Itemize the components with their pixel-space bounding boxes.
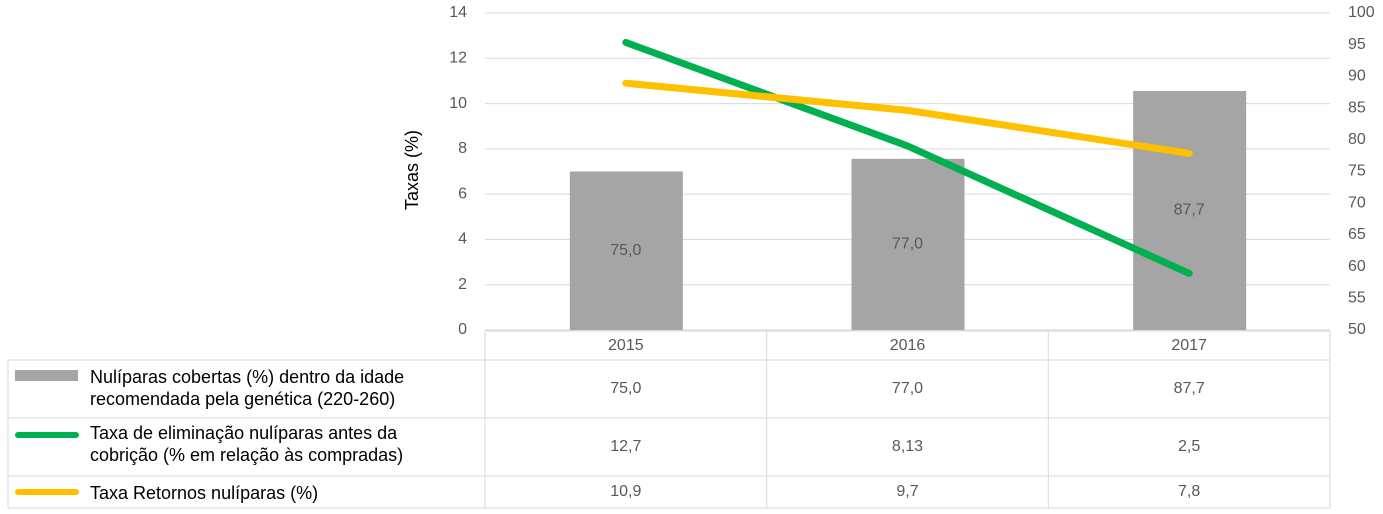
bar [851,158,965,330]
y-tick-label: 4 [458,231,467,248]
bar [1133,90,1247,331]
y2-tick-label: 65 [1348,226,1366,243]
line [622,38,1193,277]
bar-label: 87,7 [1174,202,1205,219]
bar-label: 77,0 [892,236,923,253]
legend-label: Taxa Retornos nulíparas (%) [90,483,319,503]
table-value: 9,7 [896,483,918,500]
y2-tick-label: 60 [1348,258,1366,275]
y2-tick-label: 85 [1348,99,1366,116]
category-label: 2016 [890,337,926,354]
y2-tick-label: 70 [1348,194,1366,211]
y-tick-label: 12 [449,50,467,67]
category-label: 2015 [608,337,644,354]
y-axis-title: Taxas (%) [402,130,422,210]
y-tick-label: 2 [458,276,467,293]
table-value: 12,7 [610,438,641,455]
line [622,79,1193,157]
legend-label: Taxa de eliminação nulíparas antes da co… [90,423,404,465]
table-value: 7,8 [1178,483,1200,500]
bar-label: 75,0 [610,242,641,259]
y-tick-label: 10 [449,95,467,112]
table-value: 77,0 [892,380,923,397]
y-tick-label: 6 [458,185,467,202]
bar [569,171,683,330]
table-value: 75,0 [610,380,641,397]
table-value: 2,5 [1178,438,1200,455]
table-value: 87,7 [1174,380,1205,397]
y2-tick-label: 50 [1348,321,1366,338]
y-tick-label: 8 [458,140,467,157]
y-tick-label: 0 [458,321,467,338]
y2-tick-label: 95 [1348,36,1366,53]
table-value: 8,13 [892,438,923,455]
category-label: 2017 [1171,337,1207,354]
y2-tick-label: 75 [1348,163,1366,180]
legend-swatch [15,370,78,381]
y2-tick-label: 100 [1348,4,1375,21]
y2-tick-label: 90 [1348,68,1366,85]
y2-tick-label: 80 [1348,131,1366,148]
y2-tick-label: 55 [1348,290,1366,307]
legend-label: Nulíparas cobertas (%) dentro da idade r… [90,367,405,409]
y-tick-label: 14 [449,4,467,21]
table-value: 10,9 [610,483,641,500]
